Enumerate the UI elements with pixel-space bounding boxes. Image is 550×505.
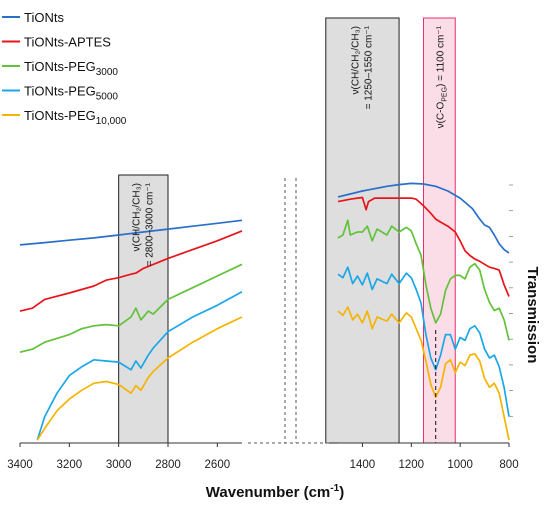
x-axis-title: Wavenumber (cm-1) bbox=[206, 483, 344, 501]
band-label-1: ν(CH/CH₂/CH₃) = 2800–3000 cm⁻¹ bbox=[131, 182, 155, 266]
x-tick-label: 800 bbox=[499, 459, 518, 471]
x-tick-label: 3400 bbox=[7, 459, 33, 471]
band-labels: ν(CH/CH₂/CH₃) = 2800–3000 cm⁻¹ν(CH/CH₂/CH… bbox=[131, 25, 448, 266]
x-axis: 3400 3200 3000 2800 2600 1400 1200 1000 800 bbox=[7, 178, 519, 471]
series-line-2-right bbox=[337, 196, 510, 297]
bands-layer bbox=[118, 17, 513, 444]
series-line-3-right bbox=[337, 219, 510, 341]
legend-label: TiONts-APTES bbox=[24, 35, 111, 50]
series-line-4-right bbox=[337, 266, 510, 417]
series-line-3-left bbox=[19, 263, 243, 354]
series-line-5-right bbox=[337, 306, 510, 441]
series-line-4-left bbox=[36, 291, 243, 441]
x-tick-label: 3000 bbox=[106, 459, 132, 471]
svg-text:= 2800–3000 cm⁻¹: = 2800–3000 cm⁻¹ bbox=[144, 182, 155, 266]
series-lines bbox=[19, 182, 510, 443]
series-line-1-left bbox=[19, 219, 243, 246]
legend-label: TiONts bbox=[24, 10, 64, 25]
legend-label: TiONts-PEG10,000 bbox=[24, 108, 127, 127]
series-line-2-left bbox=[19, 230, 243, 312]
band-region-1 bbox=[118, 174, 169, 444]
y-axis-title: Transmission bbox=[524, 267, 541, 364]
legend-label: TiONts-PEG3000 bbox=[24, 59, 118, 78]
x-tick-label: 2600 bbox=[205, 459, 231, 471]
svg-text:= 1250–1550 cm⁻¹: = 1250–1550 cm⁻¹ bbox=[363, 25, 374, 109]
x-tick-label: 2800 bbox=[155, 459, 181, 471]
x-tick-label: 1200 bbox=[398, 459, 424, 471]
series-line-1-right bbox=[337, 182, 510, 254]
svg-text:ν(CH/CH₂/CH₃): ν(CH/CH₂/CH₃) bbox=[350, 26, 361, 95]
band-region-2 bbox=[325, 17, 400, 444]
x-tick-label: 1400 bbox=[350, 459, 376, 471]
series-line-5-left bbox=[36, 316, 243, 441]
svg-text:ν(C-OPEG) = 1100 cm⁻¹: ν(C-OPEG) = 1100 cm⁻¹ bbox=[435, 25, 448, 128]
band-label-3: ν(C-OPEG) = 1100 cm⁻¹ bbox=[435, 25, 448, 128]
svg-text:ν(CH/CH₂/CH₃): ν(CH/CH₂/CH₃) bbox=[131, 183, 142, 252]
band-label-2: ν(CH/CH₂/CH₃) = 1250–1550 cm⁻¹ bbox=[350, 25, 374, 109]
legend-label: TiONts-PEG5000 bbox=[24, 84, 118, 103]
x-tick-label: 1000 bbox=[447, 459, 473, 471]
legend: TiONts TiONts-APTES TiONts-PEG3000 TiONts-P… bbox=[2, 10, 127, 127]
x-tick-label: 3200 bbox=[57, 459, 83, 471]
